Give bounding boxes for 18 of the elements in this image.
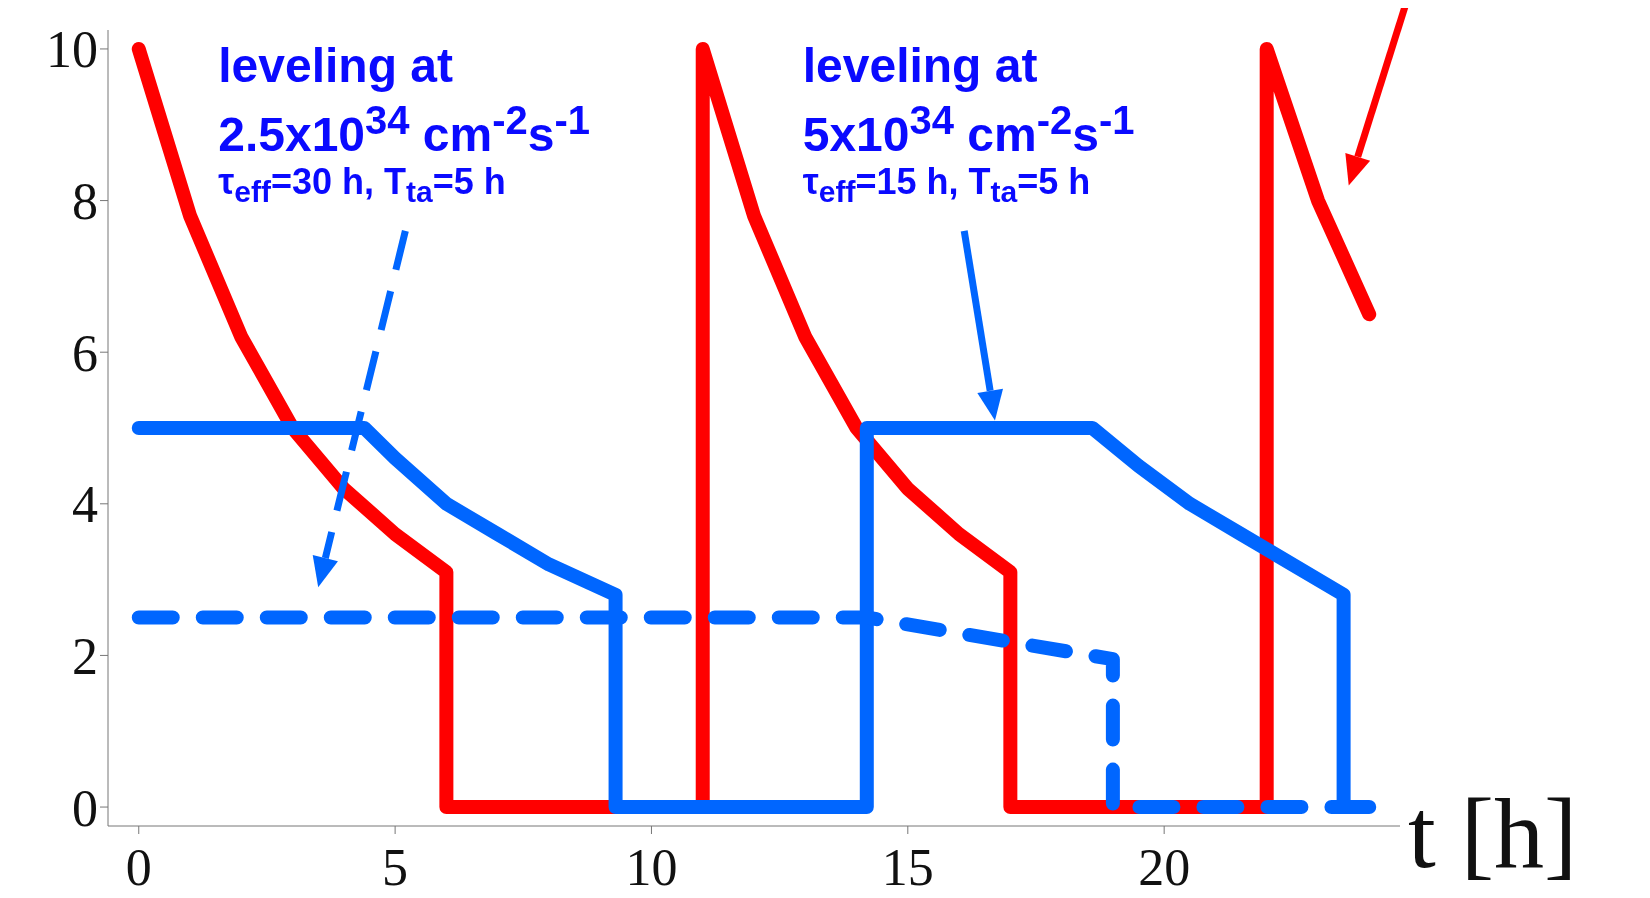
x-tick-label: 10 xyxy=(625,838,678,896)
x-tick-label: 20 xyxy=(1138,838,1191,896)
annotation: 5x10$^{34}$ cm$^{-2}$s$^{-1}$ xyxy=(802,98,1135,162)
y-tick-label: 4 xyxy=(72,476,98,534)
y-tick-label: 2 xyxy=(72,627,98,685)
y-tick-label: 10 xyxy=(46,21,98,79)
annotation: 2.5x10$^{34}$ cm$^{-2}$s$^{-1}$ xyxy=(218,98,591,162)
annotation: τ$_{eff}$=15 h, T$_{ta}$=5 h xyxy=(802,161,1091,209)
x-tick-label: 15 xyxy=(881,838,934,896)
y-tick-label: 8 xyxy=(72,173,98,231)
x-tick-label: 5 xyxy=(382,838,409,896)
y-tick-label: 0 xyxy=(72,779,98,837)
annotation: leveling at xyxy=(802,39,1038,93)
annotation: τ$_{eff}$=30 h, T$_{ta}$=5 h xyxy=(218,161,506,209)
x-tick-label: 0 xyxy=(125,838,152,896)
x-axis-title: t [h] xyxy=(1408,777,1578,891)
annotation: leveling at xyxy=(218,39,453,93)
y-tick-label: 6 xyxy=(72,324,98,382)
